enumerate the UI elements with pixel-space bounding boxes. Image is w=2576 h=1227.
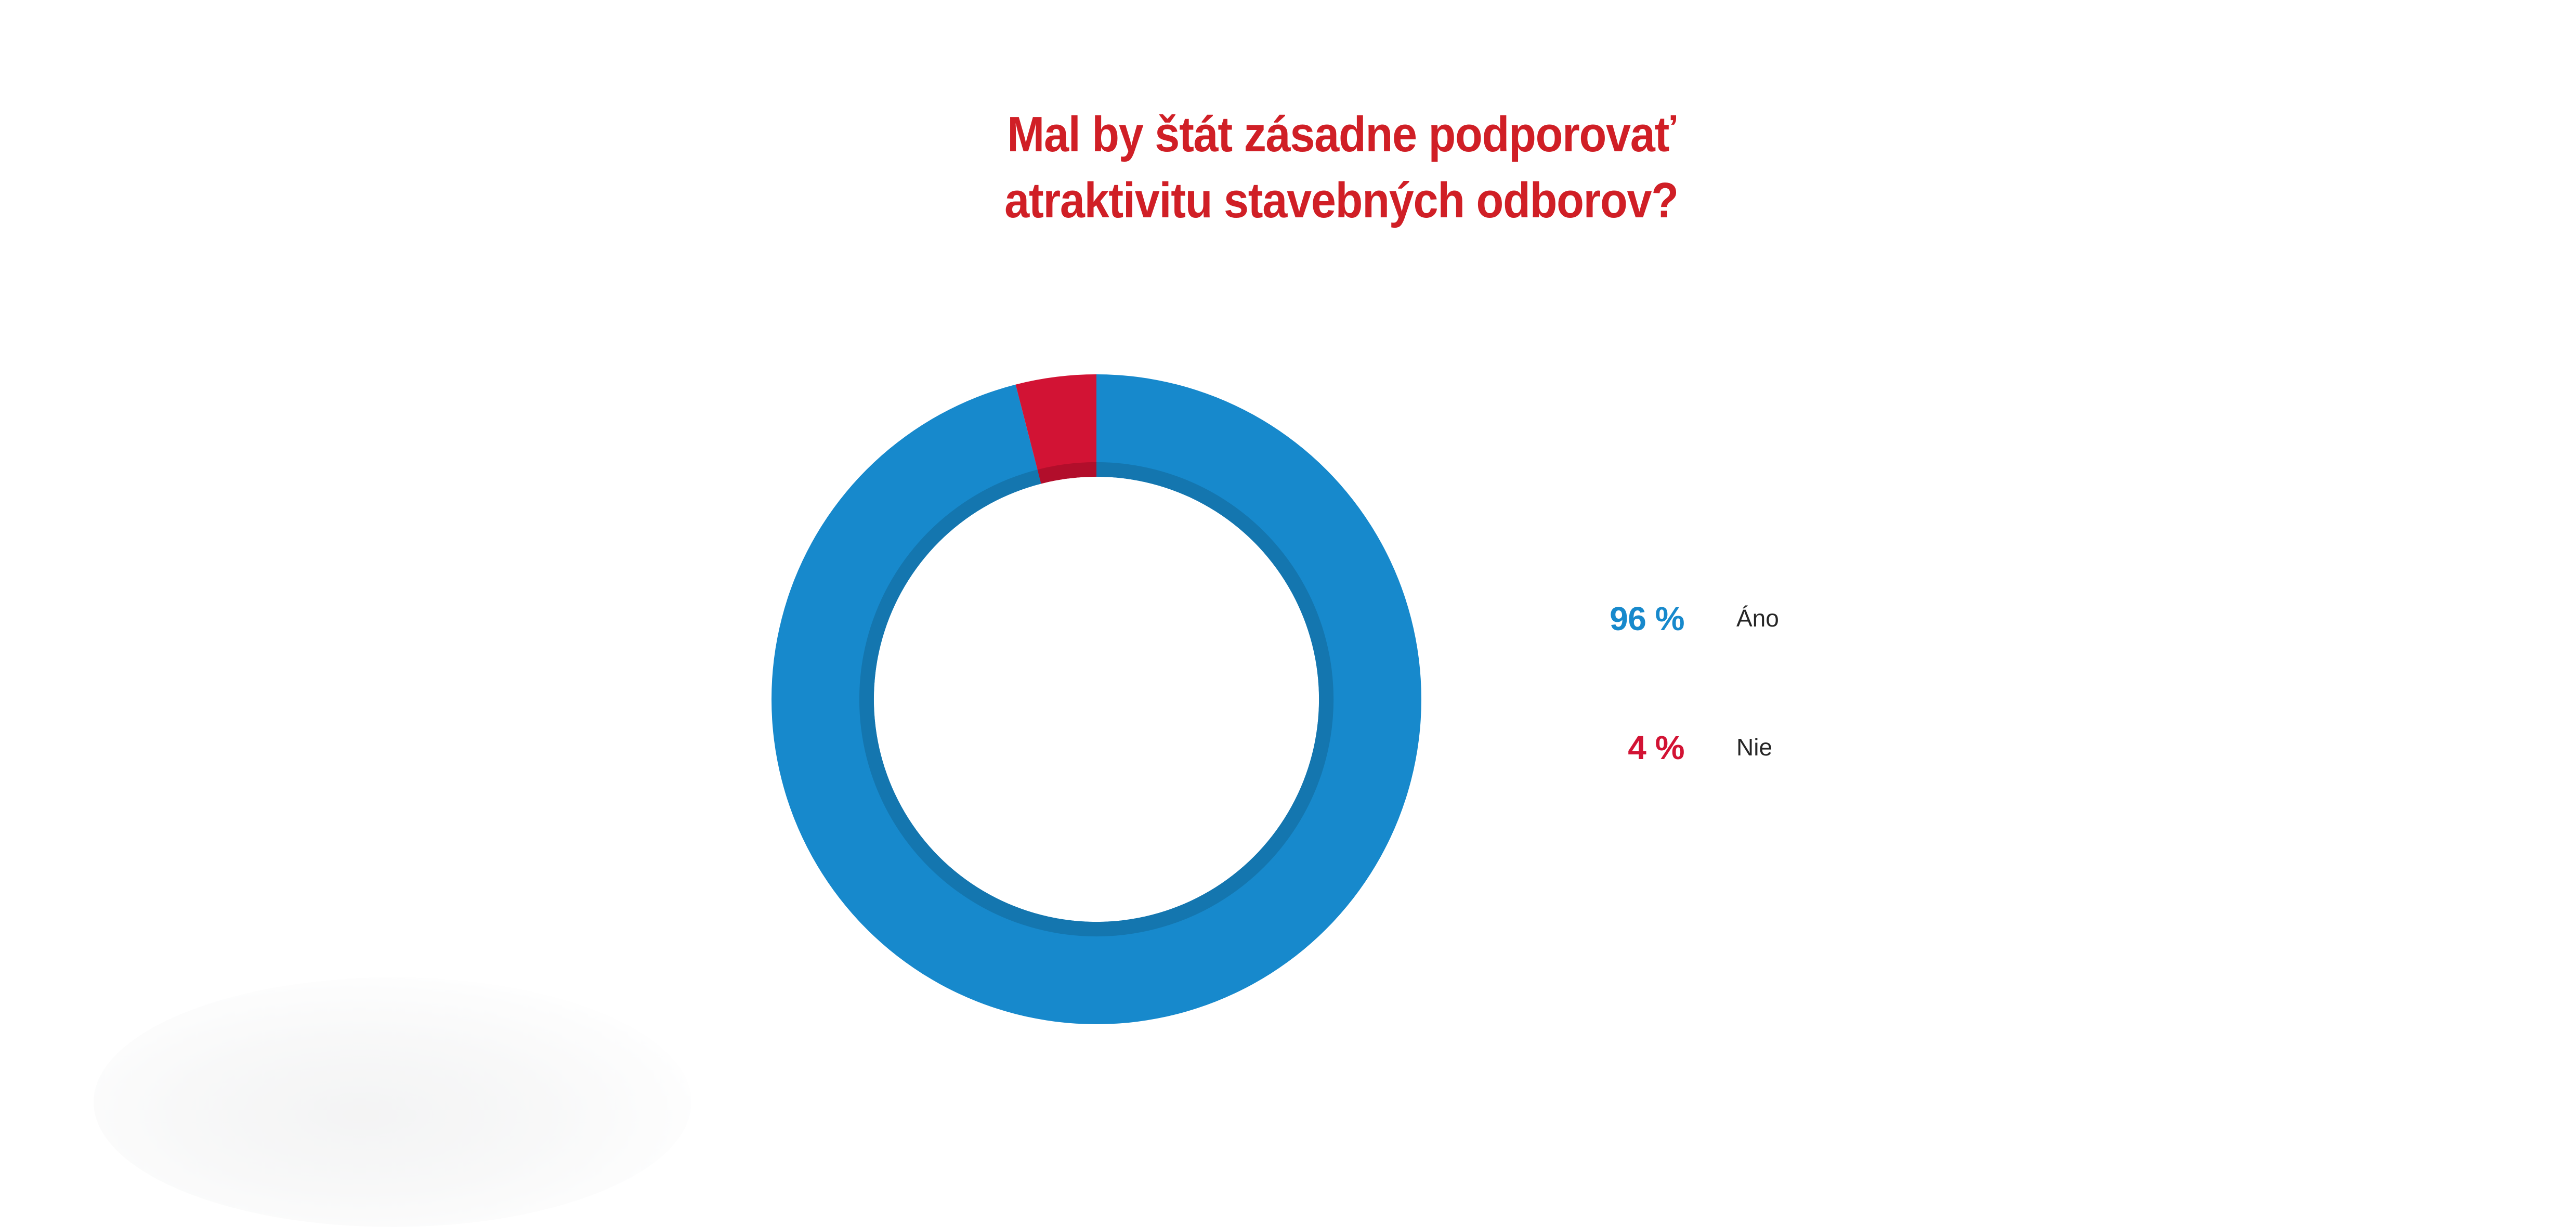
donut-inner-shadow-no bbox=[859, 462, 1334, 937]
donut-chart bbox=[772, 374, 1421, 1024]
legend-item-nie: 4 % Nie bbox=[1539, 731, 1913, 772]
legend-label-nie: Nie bbox=[1736, 734, 1773, 761]
legend-value-ano: 96 % bbox=[1610, 600, 1684, 637]
donut-chart-svg bbox=[772, 374, 1421, 1024]
background-watermark-blob bbox=[94, 977, 691, 1227]
chart-legend: 96 % Áno 4 % Nie bbox=[1539, 602, 1913, 772]
donut-slice-nie bbox=[1015, 374, 1096, 484]
chart-title-line-2: atraktivitu stavebných odborov? bbox=[1004, 172, 1679, 228]
chart-title-line-1: Mal by štát zásadne podporovať bbox=[1007, 107, 1676, 162]
chart-title: Mal by štát zásadne podporovať atraktivi… bbox=[686, 102, 1996, 233]
legend-value-nie: 4 % bbox=[1628, 729, 1684, 766]
donut-inner-shadow-group bbox=[859, 462, 1334, 937]
donut-inner-shadow-nie bbox=[1037, 462, 1096, 484]
legend-label-ano: Áno bbox=[1736, 605, 1779, 632]
legend-item-ano: 96 % Áno bbox=[1539, 602, 1913, 643]
